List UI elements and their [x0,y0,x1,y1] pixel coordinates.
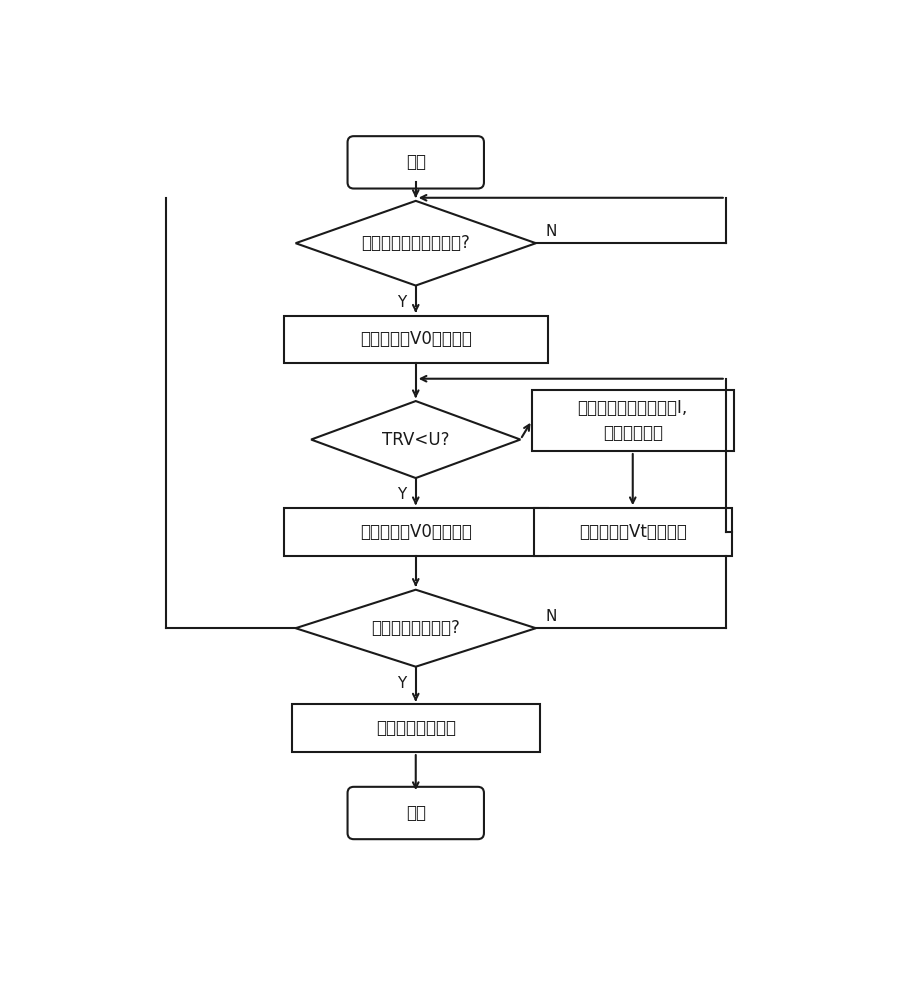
Text: TRV<U?: TRV<U? [382,431,449,449]
FancyBboxPatch shape [348,136,484,189]
Bar [532,389,734,451]
FancyBboxPatch shape [348,787,484,839]
Text: 是否满足选相开断条件?: 是否满足选相开断条件? [361,234,470,252]
Text: N: N [545,609,557,624]
Text: 调整永磁机构线圈电流I,
加快开断速度: 调整永磁机构线圈电流I, 加快开断速度 [577,399,688,442]
Bar [284,508,548,556]
Text: 开始: 开始 [406,153,426,171]
Text: 退出选相开断程序: 退出选相开断程序 [376,719,456,737]
Polygon shape [296,590,536,667]
Text: Y: Y [397,295,407,310]
Text: 驱动模块以Vt进行开断: 驱动模块以Vt进行开断 [578,523,686,541]
Text: 驱动模块以V0进行开断: 驱动模块以V0进行开断 [360,330,471,348]
Bar [534,508,732,556]
Polygon shape [311,401,520,478]
Text: Y: Y [397,487,407,502]
Text: 结束: 结束 [406,804,426,822]
Bar [291,704,539,752]
Bar [284,316,548,363]
Text: Y: Y [397,676,407,691]
Text: N: N [545,224,557,239]
Polygon shape [296,201,536,286]
Text: 是否完成选相开断?: 是否完成选相开断? [371,619,460,637]
Text: 驱动模块以V0进行开断: 驱动模块以V0进行开断 [360,523,471,541]
